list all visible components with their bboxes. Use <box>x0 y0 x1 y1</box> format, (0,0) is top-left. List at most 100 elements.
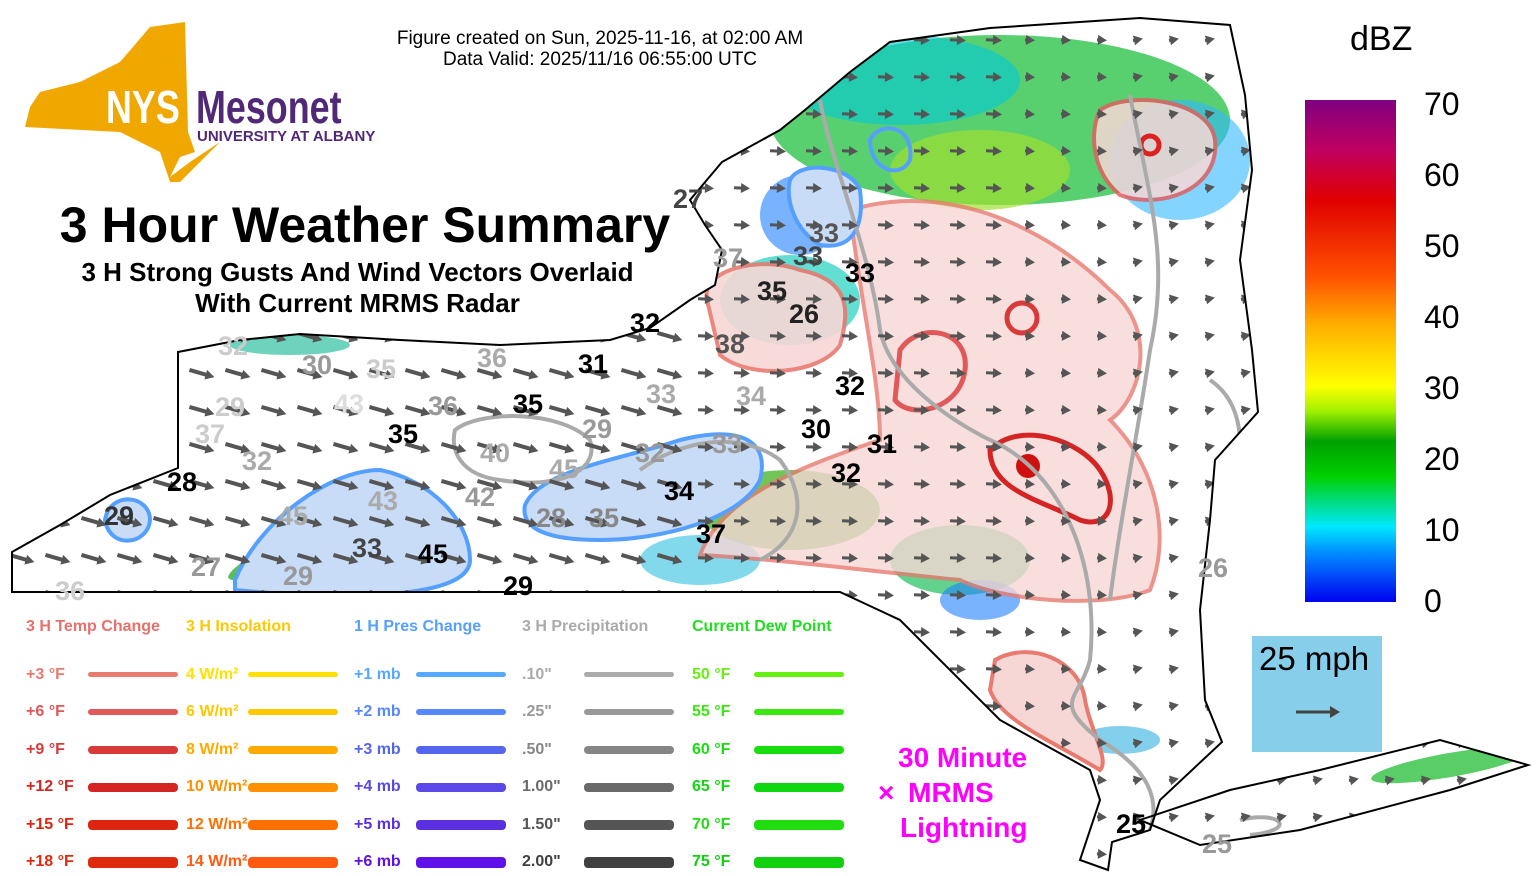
wind-vector <box>1492 812 1503 823</box>
subtitle-line-2: With Current MRMS Radar <box>195 288 520 318</box>
wind-vector <box>913 516 930 527</box>
wind-vector <box>1060 441 1071 452</box>
legend-line-swatch <box>88 709 178 716</box>
wind-vector <box>1060 515 1071 526</box>
wind-vector <box>188 368 215 380</box>
legend-item: +3 mb <box>354 731 506 769</box>
wind-vector <box>841 405 858 416</box>
wind-vector <box>1168 553 1179 564</box>
gust-label: 30 <box>801 414 831 444</box>
gust-label: 36 <box>55 576 85 606</box>
wind-vector <box>1168 368 1179 379</box>
wind-vector <box>1132 405 1143 416</box>
legend-item-label: +6 °F <box>26 703 65 721</box>
gust-label: 35 <box>513 389 543 419</box>
wind-vector <box>769 220 786 231</box>
wind-vector <box>841 479 858 490</box>
legend-item-label: +18 °F <box>26 853 74 871</box>
wind-vector <box>296 405 323 417</box>
valid-time: Data Valid: 2025/11/16 06:55:00 UTC <box>442 49 758 70</box>
wind-vector <box>1024 330 1035 341</box>
legend-line-swatch <box>416 782 506 792</box>
wind-vector <box>620 516 647 528</box>
wind-vector <box>1276 109 1287 120</box>
wind-vector <box>1132 627 1143 638</box>
wind-vector <box>841 775 858 786</box>
wind-vector <box>1312 775 1323 786</box>
wind-vector <box>1132 183 1143 194</box>
gust-label: 29 <box>283 561 313 591</box>
wind-vector <box>1456 553 1467 564</box>
gust-label: 43 <box>368 486 398 516</box>
wind-vector <box>1312 849 1323 860</box>
wind-vector <box>1024 515 1035 526</box>
wind-vector <box>1276 294 1287 305</box>
wind-vector <box>1384 775 1395 786</box>
wind-vector <box>877 220 894 231</box>
wind-vector <box>476 442 503 454</box>
wind-vector <box>80 331 107 343</box>
wind-vector <box>877 442 894 453</box>
logo-mesonet: Mesonet <box>196 81 342 133</box>
wind-vector <box>332 368 359 380</box>
wind-vector <box>985 516 1002 527</box>
wind-vector <box>877 368 894 379</box>
wind-vector <box>332 405 359 417</box>
wind-vector <box>1132 516 1143 527</box>
legend-item: 10 W/m² <box>186 769 338 807</box>
wind-vector <box>1024 71 1035 82</box>
wind-vector <box>404 405 431 417</box>
wind-vector <box>697 516 714 527</box>
wind-vector <box>1096 589 1107 600</box>
legend-item-label: +12 °F <box>26 778 74 796</box>
gust-label: 36 <box>428 391 458 421</box>
wind-vector <box>1240 701 1251 712</box>
legend-item-label: +9 °F <box>26 740 65 758</box>
wind-vector <box>985 849 1002 860</box>
wind-vector <box>1168 257 1179 268</box>
wind-scale-box: 25 mph <box>1252 636 1382 752</box>
legend-item-label: 75 °F <box>692 853 731 871</box>
legend-line-swatch <box>754 745 844 754</box>
legend-line-swatch <box>584 782 674 792</box>
wind-vector <box>697 368 714 379</box>
wind-vector <box>260 405 287 417</box>
wind-vector <box>1204 442 1215 453</box>
wind-vector <box>476 368 503 380</box>
legend-item: .25" <box>522 694 674 732</box>
figure-header: Figure created on Sun, 2025-11-16, at 02… <box>340 28 860 70</box>
legend-line-swatch <box>584 856 674 868</box>
legend-item-label: 1.00" <box>522 778 561 796</box>
wind-vector <box>1420 72 1431 83</box>
wind-vector <box>188 331 215 343</box>
wind-vector <box>769 405 786 416</box>
wind-vector <box>584 109 611 121</box>
wind-vector <box>985 627 1002 638</box>
wind-vector <box>1024 367 1035 378</box>
colorbar-tick: 10 <box>1424 512 1460 548</box>
wind-vector <box>1096 774 1107 785</box>
wind-vector <box>1240 664 1251 675</box>
legend-title: 3 H Temp Change <box>26 618 160 635</box>
wind-vector <box>1240 146 1251 157</box>
wind-vector <box>152 442 179 454</box>
wind-vector <box>476 516 503 528</box>
legend-item-label: 2.00" <box>522 853 561 871</box>
wind-vector <box>620 183 647 195</box>
wind-scale-label: 25 mph <box>1259 640 1370 677</box>
wind-vector <box>1132 331 1143 342</box>
wind-vector <box>1168 516 1179 527</box>
legend-line-swatch <box>754 709 844 716</box>
wind-vector <box>1060 589 1071 600</box>
legend-column: 1 H Pres Change +1 mb +2 mb +3 mb +4 mb +5 mb… <box>354 618 506 876</box>
wind-vector <box>949 701 966 712</box>
legend-column: 3 H Precipitation .10" .25" .50" 1.00" 1.50" 2… <box>522 618 674 876</box>
gust-label: 37 <box>713 243 743 273</box>
logo-nys: NYS <box>106 81 180 133</box>
wind-vector <box>697 479 714 490</box>
wind-vector <box>1384 738 1395 749</box>
legend-line-swatch <box>416 672 506 678</box>
wind-vector <box>368 405 395 417</box>
wind-vector <box>1096 145 1107 156</box>
